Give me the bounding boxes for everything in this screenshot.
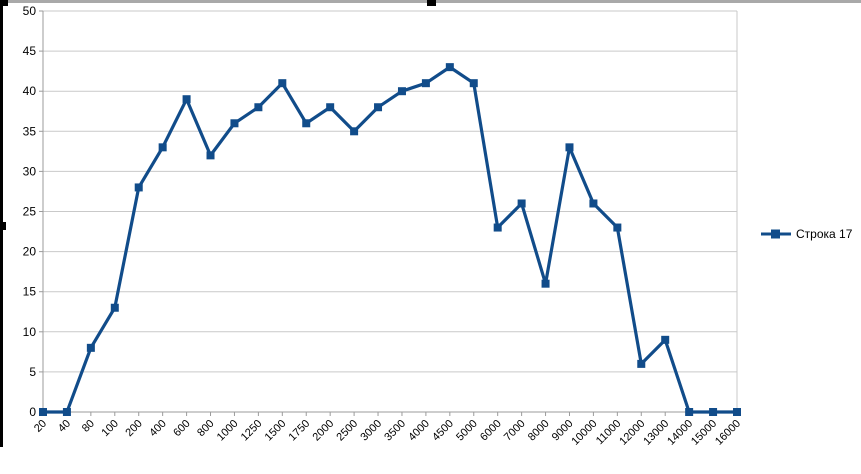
x-tick-label: 16000 xyxy=(713,418,743,448)
x-tick-label: 7000 xyxy=(502,418,528,444)
data-point-marker[interactable] xyxy=(613,223,622,232)
data-point-marker[interactable] xyxy=(110,303,119,312)
data-point-marker[interactable] xyxy=(86,343,95,352)
selection-handle-top-middle[interactable] xyxy=(427,0,436,6)
data-point-marker[interactable] xyxy=(589,199,598,208)
y-tick-label: 30 xyxy=(23,164,37,178)
selection-handle-top-left[interactable] xyxy=(0,0,8,6)
data-point-marker[interactable] xyxy=(62,408,71,416)
data-point-marker[interactable] xyxy=(661,335,670,344)
x-tick-label: 1750 xyxy=(287,418,313,444)
data-point-marker[interactable] xyxy=(374,103,383,112)
data-point-marker[interactable] xyxy=(397,87,406,96)
x-tick-label: 80 xyxy=(80,418,97,435)
data-point-marker[interactable] xyxy=(421,79,430,88)
data-point-marker[interactable] xyxy=(469,79,478,88)
x-tick-label: 4000 xyxy=(406,418,432,444)
data-point-marker[interactable] xyxy=(350,127,359,136)
y-tick-label: 20 xyxy=(23,245,37,259)
x-tick-label: 1000 xyxy=(215,418,241,444)
data-point-marker[interactable] xyxy=(637,359,646,368)
legend-series-label: Строка 17 xyxy=(796,227,853,241)
x-tick-label: 400 xyxy=(147,418,168,439)
x-tick-label: 1250 xyxy=(239,418,265,444)
x-tick-label: 10000 xyxy=(569,418,599,448)
data-point-marker[interactable] xyxy=(493,223,502,232)
x-tick-label: 12000 xyxy=(617,418,647,448)
data-point-marker[interactable] xyxy=(158,143,167,152)
data-line[interactable] xyxy=(41,65,739,414)
x-tick-label: 2000 xyxy=(310,418,336,444)
data-point-marker[interactable] xyxy=(326,103,335,112)
data-point-marker[interactable] xyxy=(134,183,143,192)
x-tick-label: 20 xyxy=(32,418,49,435)
x-tick-label: 2500 xyxy=(334,418,360,444)
x-tick-label: 100 xyxy=(99,418,120,439)
x-tick-label: 200 xyxy=(123,418,144,439)
data-point-marker[interactable] xyxy=(733,408,741,416)
x-tick-label: 15000 xyxy=(689,418,719,448)
x-tick-label: 14000 xyxy=(665,418,695,448)
x-tick-label: 3500 xyxy=(382,418,408,444)
data-point-marker[interactable] xyxy=(685,408,694,416)
chart-legend[interactable]: Строка 17 xyxy=(760,227,852,241)
y-tick-label: 10 xyxy=(23,325,37,339)
data-point-marker[interactable] xyxy=(302,119,311,128)
x-tick-label: 3000 xyxy=(358,418,384,444)
data-point-marker[interactable] xyxy=(39,408,47,416)
x-tick-label: 1500 xyxy=(263,418,289,444)
x-tick-label: 40 xyxy=(56,418,73,435)
legend-series-marker-icon xyxy=(761,229,791,239)
x-tick-label: 13000 xyxy=(641,418,671,448)
data-point-marker[interactable] xyxy=(182,95,191,104)
data-point-marker[interactable] xyxy=(541,279,550,288)
x-tick-label: 800 xyxy=(195,418,216,439)
y-tick-label: 5 xyxy=(29,365,36,379)
y-tick-label: 25 xyxy=(23,205,37,219)
x-tick-label: 4500 xyxy=(430,418,456,444)
x-tick-label: 5000 xyxy=(454,418,480,444)
selection-handle-left-middle[interactable] xyxy=(0,222,6,230)
data-point-marker[interactable] xyxy=(565,143,574,152)
x-tick-label: 600 xyxy=(171,418,192,439)
data-point-marker[interactable] xyxy=(278,79,287,88)
data-point-marker[interactable] xyxy=(517,199,526,208)
data-point-marker[interactable] xyxy=(254,103,263,112)
y-tick-label: 40 xyxy=(23,84,37,98)
y-tick-label: 0 xyxy=(29,405,36,419)
y-tick-label: 35 xyxy=(23,124,37,138)
y-tick-label: 50 xyxy=(23,4,37,18)
data-point-marker[interactable] xyxy=(206,151,215,160)
x-tick-label: 11000 xyxy=(594,418,624,448)
data-point-marker[interactable] xyxy=(445,63,454,72)
data-point-marker[interactable] xyxy=(230,119,239,128)
data-point-marker[interactable] xyxy=(709,408,718,416)
y-tick-label: 45 xyxy=(23,44,37,58)
y-tick-label: 15 xyxy=(23,285,37,299)
x-tick-label: 8000 xyxy=(526,418,552,444)
x-tick-label: 6000 xyxy=(478,418,504,444)
